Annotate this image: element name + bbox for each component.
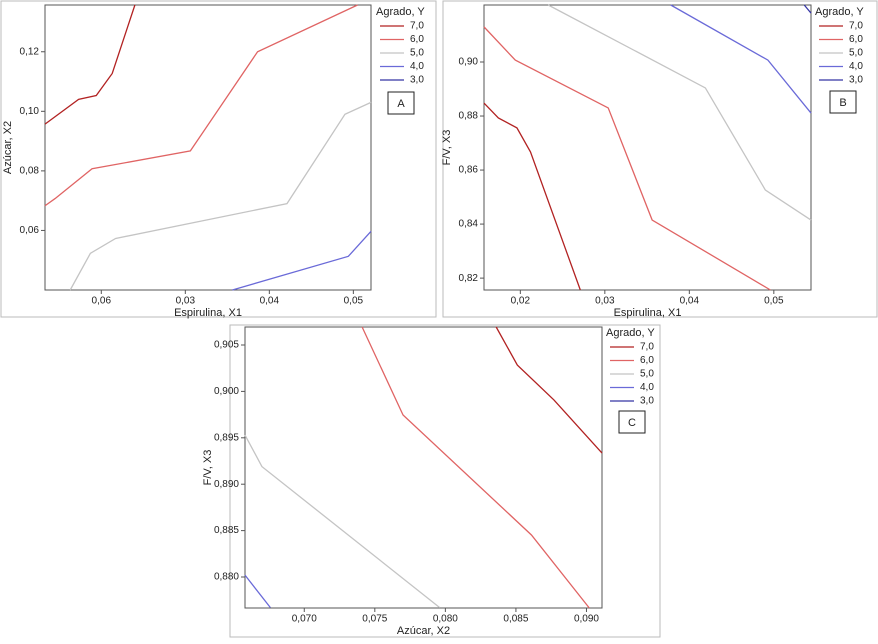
x-tick-label: 0,070 [292,614,317,625]
legend-label: 6,0 [410,34,424,45]
contour-line [547,4,812,221]
contour-line [244,574,271,609]
y-axis-label: Azúcar, X2 [2,121,14,174]
x-tick-label: 0,090 [574,614,599,625]
x-tick-label: 0,080 [433,614,458,625]
plot-area [44,4,372,291]
contour-line [69,101,372,291]
y-tick-label: 0,885 [214,525,239,536]
contour-line [361,326,590,609]
x-tick-label: 0,05 [764,296,784,307]
y-tick-label: 0,90 [459,57,479,68]
y-tick-label: 0,900 [214,386,239,397]
legend-title: Agrado, Y [815,6,864,18]
x-tick-label: 0,02 [511,296,531,307]
panel-label-box [387,91,415,115]
legend-label: 3,0 [640,396,654,407]
contour-line [495,326,603,454]
contour-line [44,4,358,207]
contour-line [244,434,441,609]
legend-label: 6,0 [849,34,863,45]
plot-area [483,4,812,291]
legend-label: 4,0 [640,382,654,393]
x-axis-label: Espirulina, X1 [174,307,242,319]
x-tick-label: 0,04 [680,296,700,307]
y-axis-label: F/V, X3 [441,130,453,166]
contour-line [803,4,812,14]
contour-line [232,230,372,291]
y-tick-label: 0,08 [20,166,40,177]
x-axis-label: Azúcar, X2 [397,625,450,637]
legend-label: 7,0 [410,21,424,32]
y-tick-label: 0,905 [214,340,239,351]
y-tick-label: 0,895 [214,432,239,443]
contour-line [44,4,136,125]
legend-label: 7,0 [640,342,654,353]
y-tick-label: 0,10 [20,106,40,117]
legend-label: 3,0 [849,75,863,86]
panel-label: C [628,417,636,429]
legend-label: 3,0 [410,75,424,86]
legend-label: 5,0 [410,48,424,59]
x-tick-label: 0,05 [344,296,364,307]
y-tick-label: 0,880 [214,572,239,583]
y-tick-label: 0,82 [459,273,479,284]
legend-label: 5,0 [849,48,863,59]
y-axis-label: F/V, X3 [202,450,214,486]
y-tick-label: 0,890 [214,479,239,490]
legend-title: Agrado, Y [606,327,655,339]
contour-line [483,26,771,291]
x-tick-label: 0,085 [503,614,528,625]
legend-label: 5,0 [640,369,654,380]
legend-label: 6,0 [640,355,654,366]
x-tick-label: 0,06 [92,296,112,307]
panel-label-box [829,90,857,114]
x-axis-label: Espirulina, X1 [614,307,682,319]
contour-line [483,102,581,291]
legend-label: 7,0 [849,21,863,32]
y-tick-label: 0,88 [459,111,479,122]
x-tick-label: 0,04 [260,296,280,307]
panel-label: A [397,98,405,110]
x-tick-label: 0,03 [176,296,196,307]
legend-title: Agrado, Y [376,6,425,18]
legend-label: 4,0 [849,61,863,72]
panel-label: B [839,97,846,109]
y-tick-label: 0,86 [459,165,479,176]
plot-area [244,326,603,609]
x-tick-label: 0,075 [362,614,387,625]
y-tick-label: 0,12 [20,46,40,57]
y-tick-label: 0,84 [459,219,479,230]
panel-label-box [618,410,646,434]
contour-line [670,4,812,114]
legend-label: 4,0 [410,61,424,72]
x-tick-label: 0,03 [595,296,615,307]
y-tick-label: 0,06 [20,225,40,236]
